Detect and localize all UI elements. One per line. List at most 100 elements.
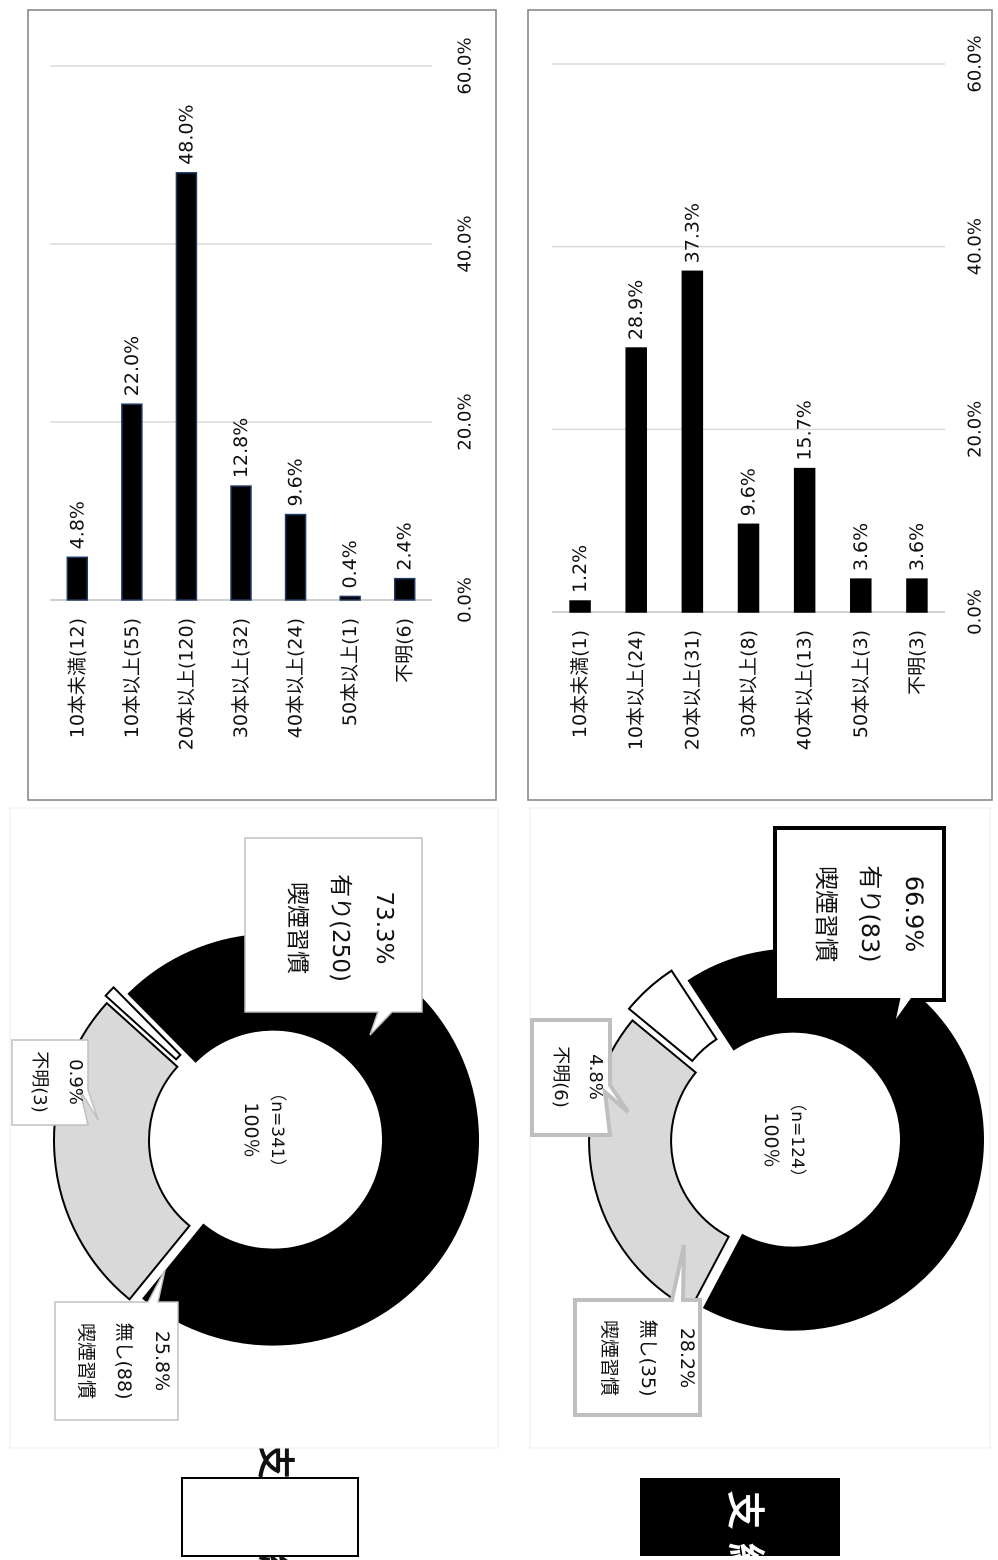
unpaid-callout-unknown-box [530,1018,630,1137]
unpaid-bar [850,578,872,613]
paid-donut-slices [53,933,479,1346]
unpaid-label-text: 不支給 [723,1439,767,1560]
paid-smoker-line1: 喫煙習慣 [284,882,310,974]
paid-bar [66,556,89,601]
paid-value-label: 48.0% [175,104,197,164]
unpaid-unknown-pct: 4.8% [585,1054,606,1100]
paid-tick-label: 0.0% [455,577,476,623]
unpaid-value-label: 37.3% [681,203,703,263]
unpaid-tick-label: 0.0% [965,589,986,635]
paid-category-label: 不明(6) [394,618,416,683]
unpaid-tick-label: 40.0% [965,218,986,275]
paid-nonsmoker-pct: 25.8% [151,1331,173,1391]
unpaid-group-label: 不支給 [640,1439,840,1560]
unpaid-center-total: 100％ [760,1112,782,1167]
unpaid-bar-panel [527,9,993,801]
paid-category-label: 10本以上(55) [121,618,143,738]
unpaid-value-label: 9.6% [738,468,760,516]
unpaid-bar [793,467,816,613]
unpaid-smoker-pct: 66.9% [900,876,928,952]
unpaid-nonsmoker-line1: 喫煙習慣 [598,1320,620,1396]
paid-value-label: 4.8% [66,501,88,549]
unpaid-nonsmoker-pct: 28.2% [676,1328,698,1388]
paid-callout-nonsmoker: 喫煙習慣 無し(88) 25.8% [54,1269,179,1421]
paid-tick-label: 40.0% [455,215,476,272]
unpaid-bar-chart: 0.0% 20.0% 40.0% 60.0% 1.2% 10本未満(1) 28.9% 10本以… [527,9,993,801]
paid-bar [284,513,307,601]
paid-callout-unknown: 不明(3) 0.9% [11,1039,99,1126]
unpaid-category-label: 10本以上(24) [625,630,647,750]
paid-center-n: （n=341） [267,1084,287,1175]
unpaid-slice-unknown [627,969,718,1063]
unpaid-smoker-line1: 喫煙習慣 [812,866,840,962]
unpaid-callout-smoker: 喫煙習慣 有り(83) 66.9% [773,826,946,1030]
unpaid-value-label: 3.6% [850,523,872,571]
unpaid-value-label: 28.9% [625,280,647,340]
unpaid-callout-nonsmoker-box [573,1244,702,1417]
paid-label-text: 支 給 [253,1441,297,1560]
paid-value-label: 2.4% [394,522,416,570]
paid-smoker-line2: 有り(250) [327,874,353,982]
paid-slice-unknown [104,985,182,1061]
paid-center-total: 100％ [240,1102,262,1157]
unpaid-donut-slices [588,948,984,1331]
unpaid-bar [569,600,591,613]
paid-tick-label: 20.0% [455,393,476,450]
unpaid-slice-nonsmoker [588,1018,731,1311]
paid-callout-smoker: 喫煙習慣 有り(250) 73.3% [244,837,423,1036]
paid-donut-chart: 100％ （n=341） 喫煙習慣 有り(250) 73.3% 喫煙習慣 無し(… [9,807,499,1449]
paid-callout-nonsmoker-box [54,1269,179,1421]
unpaid-value-label: 1.2% [569,545,591,593]
unpaid-category-label: 20本以上(31) [681,630,703,750]
unpaid-unknown-line2: 不明(6) [550,1046,571,1108]
unpaid-callout-nonsmoker: 喫煙習慣 無し(35) 28.2% [573,1244,702,1417]
unpaid-category-label: 不明(3) [906,630,928,695]
paid-value-label: 22.0% [121,336,143,396]
unpaid-donut-chart: 100％ （n=124） 喫煙習慣 有り(83) 66.9% 喫煙習慣 無し(3… [529,807,991,1449]
unpaid-bar [737,523,760,613]
unpaid-value-label: 15.7% [794,400,816,460]
unpaid-center-n: （n=124） [787,1094,807,1185]
paid-tick-label: 60.0% [455,37,476,94]
paid-category-label: 10本未満(12) [66,618,88,738]
unpaid-callout-unknown: 不明(6) 4.8% [530,1018,630,1137]
paid-group-label: 支 給 [181,1441,359,1560]
paid-category-label: 50本以上(1) [339,618,361,726]
paid-bar-panel [27,9,497,801]
unpaid-category-label: 10本未満(1) [569,630,591,738]
paid-smoker-pct: 73.3% [371,891,397,964]
unpaid-category-label: 30本以上(8) [738,630,760,738]
unpaid-tick-label: 60.0% [965,35,986,92]
unpaid-bar [681,270,704,613]
paid-value-label: 0.4% [339,540,361,588]
unpaid-label-box [640,1478,840,1556]
paid-callout-smoker-box [244,837,423,1036]
paid-bar-chart: 0.0% 20.0% 40.0% 60.0% 4.8% 10本未満(12) 22.0% 10本… [27,9,497,801]
paid-bar [121,403,143,601]
paid-nonsmoker-line1: 喫煙習慣 [75,1323,97,1399]
paid-bar [230,485,252,601]
paid-callout-unknown-box [11,1039,99,1126]
unpaid-bar [625,347,647,613]
paid-category-label: 20本以上(120) [175,618,197,750]
unpaid-category-label: 50本以上(3) [850,630,872,738]
paid-bar [175,172,198,601]
paid-value-label: 9.6% [285,458,307,506]
paid-value-label: 12.8% [230,418,252,478]
paid-unknown-pct: 0.9% [65,1059,86,1105]
paid-unknown-line2: 不明(3) [29,1051,50,1113]
unpaid-value-label: 3.6% [906,523,928,571]
paid-label-box [181,1477,359,1557]
paid-nonsmoker-line2: 無し(88) [113,1322,135,1399]
paid-category-label: 30本以上(32) [230,618,252,738]
unpaid-tick-label: 20.0% [965,401,986,458]
unpaid-callout-smoker-box [773,826,946,1030]
unpaid-nonsmoker-line2: 無し(35) [637,1319,659,1396]
unpaid-category-label: 40本以上(13) [794,630,816,750]
unpaid-smoker-line2: 有り(83) [856,865,884,962]
paid-bar [339,595,361,601]
paid-bar [393,577,416,601]
paid-category-label: 40本以上(24) [285,618,307,738]
unpaid-bar [906,578,928,613]
